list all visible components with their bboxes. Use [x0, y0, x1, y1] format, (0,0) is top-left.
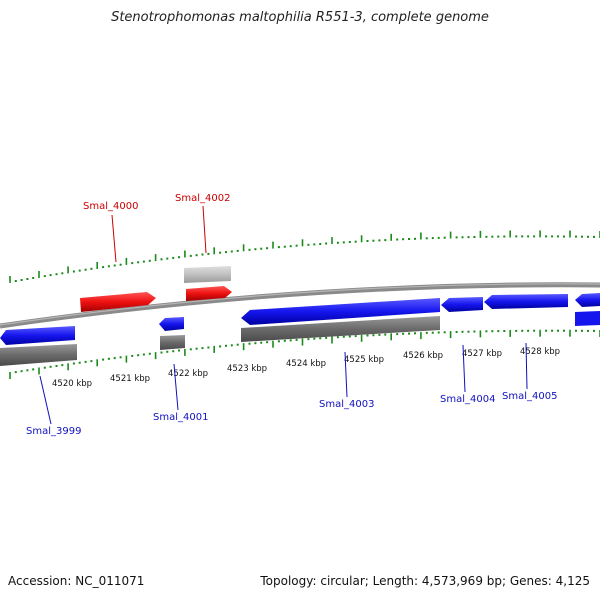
outer-tick-row: [9, 230, 600, 283]
gene-label-smal-4003[interactable]: Smal_4003: [319, 399, 374, 410]
reverse-cds-block: [160, 335, 185, 350]
gene-label-smal-4004[interactable]: Smal_4004: [440, 394, 495, 405]
accession-text: Accession: NC_011071: [8, 574, 145, 588]
ruler-label: 4523 kbp: [227, 364, 267, 374]
genome-backbone: [0, 282, 600, 329]
topology-summary-text: Topology: circular; Length: 4,573,969 bp…: [260, 574, 590, 588]
label-leader-smal-4002: [202, 205, 207, 254]
gene-arrow-smal-4004[interactable]: [441, 297, 483, 312]
gene-arrow-smal-4000[interactable]: [80, 292, 156, 312]
gene-label-smal-3999[interactable]: Smal_3999: [26, 426, 81, 437]
ruler-label: 4524 kbp: [286, 359, 326, 369]
genome-backbone-highlight: [0, 283, 600, 326]
ruler-label: 4528 kbp: [520, 347, 560, 357]
gene-label-smal-4000[interactable]: Smal_4000: [83, 201, 138, 212]
reverse-cds-block: [575, 311, 600, 326]
ruler-label: 4522 kbp: [168, 369, 208, 379]
gene-label-smal-4005[interactable]: Smal_4005: [502, 391, 557, 402]
ruler-label: 4526 kbp: [403, 351, 443, 361]
map-title: Stenotrophomonas maltophilia R551-3, com…: [111, 10, 489, 25]
gene-arrow-smal-4002[interactable]: [186, 286, 232, 301]
label-leader-smal-4005: [525, 342, 528, 390]
reverse-cds-block: [0, 344, 77, 366]
ruler-label: 4525 kbp: [344, 355, 384, 365]
inner-tick-row: [9, 329, 600, 379]
label-leader-smal-4004: [462, 344, 466, 393]
gene-label-smal-4001[interactable]: Smal_4001: [153, 412, 208, 423]
gene-arrow-smal-4003[interactable]: [241, 298, 440, 325]
gene-arrow-partial[interactable]: [575, 293, 600, 307]
label-leader-smal-4000: [111, 214, 117, 263]
label-leader-smal-4003: [344, 351, 348, 398]
gene-arrow-smal-3999[interactable]: [0, 326, 75, 345]
forward-cds-block: [184, 266, 231, 283]
reverse-cds-block: [241, 316, 440, 342]
label-leader-smal-4001: [173, 363, 179, 411]
ruler-label: 4520 kbp: [52, 379, 92, 389]
gene-label-smal-4002[interactable]: Smal_4002: [175, 193, 230, 204]
ruler-label: 4521 kbp: [110, 374, 150, 384]
label-leader-smal-3999: [39, 375, 52, 425]
gene-arrow-smal-4005[interactable]: [484, 294, 568, 309]
ruler-label: 4527 kbp: [462, 349, 502, 359]
gene-arrow-smal-4001[interactable]: [159, 317, 184, 331]
